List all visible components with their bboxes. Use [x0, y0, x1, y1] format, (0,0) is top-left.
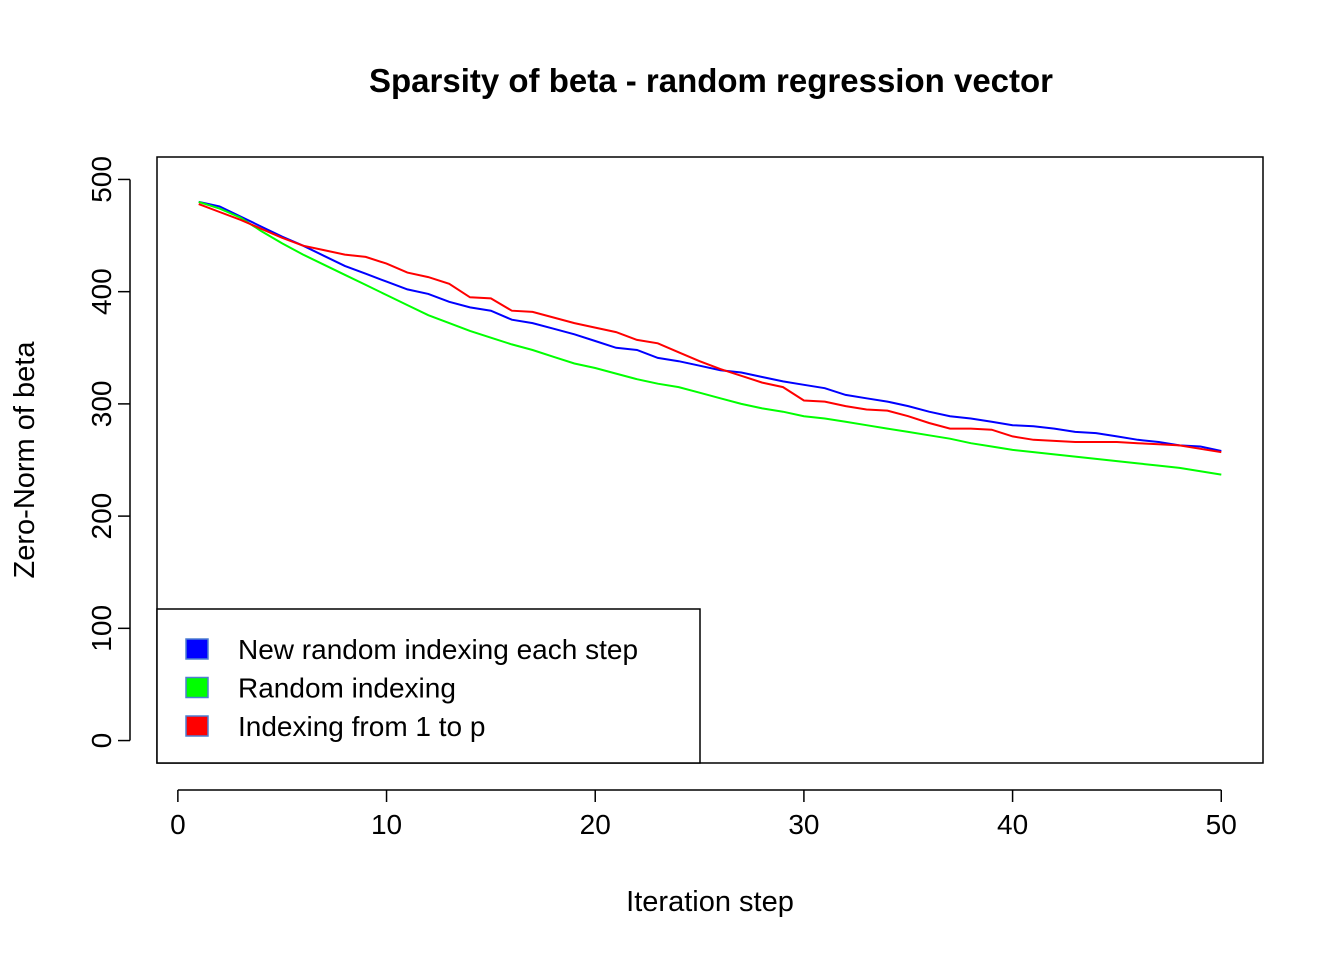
y-tick-label: 0: [86, 733, 117, 749]
series-lines: [198, 200, 1222, 476]
legend-label: Indexing from 1 to p: [238, 711, 485, 742]
series-line: [198, 203, 1222, 454]
plot-frame: [156, 156, 1264, 764]
series-line: [198, 200, 1222, 452]
legend: New random indexing each step Random inde…: [156, 608, 701, 764]
legend-label: New random indexing each step: [238, 634, 638, 665]
x-tick-label: 0: [170, 809, 186, 840]
legend-swatch: [185, 676, 209, 699]
x-tick-label: 10: [371, 809, 402, 840]
y-tick-label: 500: [86, 156, 117, 203]
y-tick-label: 400: [86, 268, 117, 315]
legend-items: New random indexing each step Random inde…: [185, 634, 638, 742]
x-tick-label: 40: [997, 809, 1028, 840]
legend-box: [156, 608, 701, 764]
x-tick-label: 20: [580, 809, 611, 840]
legend-swatch: [185, 638, 209, 660]
y-tick-label: 300: [86, 381, 117, 428]
chart-title: Sparsity of beta - random regression vec…: [369, 62, 1053, 99]
x-tick-label: 50: [1206, 809, 1237, 840]
x-tick-label: 30: [788, 809, 819, 840]
y-axis-label: Zero-Norm of beta: [9, 341, 41, 579]
legend-label: Random indexing: [238, 673, 456, 704]
legend-swatch: [185, 715, 209, 737]
series-line: [198, 200, 1222, 476]
y-tick-label: 200: [86, 493, 117, 540]
x-axis-label: Iteration step: [626, 886, 794, 918]
y-tick-label: 100: [86, 605, 117, 652]
